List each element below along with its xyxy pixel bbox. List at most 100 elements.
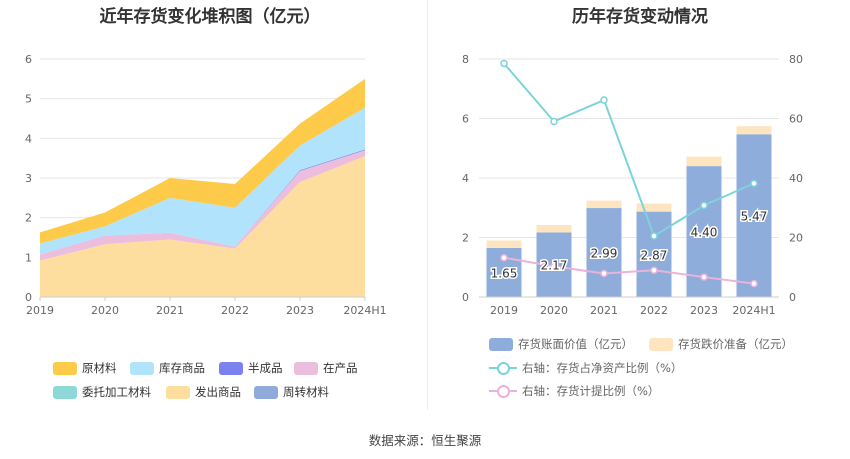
legend-label: 存货跌价准备（亿元） — [678, 337, 793, 351]
line-point — [650, 266, 658, 274]
y-tick-label: 4 — [25, 132, 32, 145]
legend-item-consigned-materials[interactable]: 委托加工材料 — [53, 384, 151, 400]
stacked-area-chart: 0 1 2 3 4 5 6 2019 2020 2021 2022 2023 2024H1 — [25, 53, 387, 317]
line-point — [500, 253, 508, 262]
legend-item-semi-finished[interactable]: 半成品 — [219, 360, 283, 376]
y2-tick-label: 60 — [789, 113, 803, 126]
x-tick-label: 2022 — [640, 304, 668, 317]
legend-item-work-in-progress[interactable]: 在产品 — [294, 360, 358, 376]
legend-swatch — [254, 385, 278, 399]
legend-label: 半成品 — [248, 361, 283, 375]
data-source-note: 数据来源：恒生聚源 — [368, 433, 482, 448]
legend-swatch — [166, 385, 190, 399]
area-发出商品 — [40, 156, 365, 297]
line-point — [600, 96, 608, 104]
bar-data-label: 2.87 — [641, 248, 668, 262]
bar-data-label: 5.47 — [741, 210, 768, 224]
line-net-asset-ratio — [503, 62, 755, 238]
legend-label: 存货账面价值（亿元） — [518, 337, 633, 351]
legend-label: 右轴：存货计提比例（%） — [522, 384, 660, 398]
bar-impairment — [686, 156, 722, 167]
legend-swatch — [53, 361, 77, 375]
x-tick-label: 2020 — [540, 304, 568, 317]
bar-data-label: 2.17 — [541, 259, 568, 273]
legend-item-goods-shipped[interactable]: 发出商品 — [166, 384, 241, 400]
legend-item-raw-materials[interactable]: 原材料 — [53, 360, 117, 376]
x-tick-label: 2019 — [490, 304, 518, 317]
bar-book-value — [636, 211, 672, 297]
legend-label: 在产品 — [323, 361, 358, 375]
legend-label: 周转材料 — [283, 385, 329, 399]
area-库存商品 — [40, 107, 365, 255]
legend-item-book-value[interactable]: 存货账面价值（亿元） — [489, 336, 633, 352]
bar-impairment — [536, 225, 572, 233]
line-point — [500, 59, 508, 68]
left-chart-title: 近年存货变化堆积图（亿元） — [99, 7, 321, 27]
legend-swatch — [489, 337, 513, 351]
x-tick-label: 2019 — [26, 304, 54, 317]
y-tick-label: 6 — [462, 113, 469, 126]
legend-item-turnover-materials[interactable]: 周转材料 — [254, 384, 329, 400]
bar-data-label: 2.99 — [591, 247, 618, 261]
legend-label: 发出商品 — [195, 385, 241, 399]
legend-line-symbol — [489, 361, 517, 375]
legend-label: 库存商品 — [159, 361, 205, 375]
line-point — [650, 232, 658, 240]
legend-item-finished-goods[interactable]: 库存商品 — [130, 360, 205, 376]
x-tick-label: 2021 — [156, 304, 184, 317]
y-tick-label: 2 — [25, 212, 32, 225]
y-tick-label: 2 — [462, 232, 469, 245]
y-tick-label: 0 — [462, 291, 469, 304]
legend-item-net-asset-ratio[interactable]: 右轴：存货占净资产比例（%） — [489, 360, 682, 376]
legend-swatch — [649, 337, 673, 351]
bar-impairment — [636, 203, 672, 212]
bar-impairment — [736, 126, 772, 135]
bar-impairment — [586, 200, 622, 209]
y-tick-label: 1 — [25, 251, 32, 264]
line-provision-ratio — [503, 256, 755, 285]
chart-divider — [427, 0, 428, 410]
legend-swatch — [130, 361, 154, 375]
y-tick-label: 6 — [25, 53, 32, 66]
bar-data-label: 4.40 — [691, 226, 718, 240]
legend-swatch — [294, 361, 318, 375]
y-tick-label: 4 — [462, 172, 469, 185]
line-point — [700, 201, 708, 210]
x-tick-label: 2020 — [91, 304, 119, 317]
right-chart-title: 历年存货变动情况 — [572, 7, 708, 27]
legend-label: 右轴：存货占净资产比例（%） — [522, 361, 683, 375]
bar-book-value — [586, 208, 622, 297]
x-tick-label: 2022 — [221, 304, 249, 317]
x-tick-label: 2023 — [690, 304, 718, 317]
legend-label: 委托加工材料 — [82, 385, 151, 399]
line-point — [750, 179, 758, 188]
legend-line-symbol — [489, 384, 517, 398]
x-tick-label: 2021 — [590, 304, 618, 317]
area-原材料 — [40, 78, 365, 244]
legend-label: 原材料 — [82, 361, 117, 375]
y2-tick-label: 40 — [789, 172, 803, 185]
y2-tick-label: 20 — [789, 232, 803, 245]
legend-item-provision-ratio[interactable]: 右轴：存货计提比例（%） — [489, 383, 659, 399]
y-tick-label: 8 — [462, 53, 469, 66]
y-tick-label: 3 — [25, 172, 32, 185]
y-tick-label: 5 — [25, 93, 32, 106]
x-tick-label: 2024H1 — [343, 304, 386, 317]
area-半成品 — [40, 149, 365, 255]
bar-data-label: 1.65 — [491, 266, 518, 280]
legend-item-impairment[interactable]: 存货跌价准备（亿元） — [649, 336, 793, 352]
y-tick-label: 0 — [25, 291, 32, 304]
area-在产品 — [40, 150, 365, 261]
line-point — [700, 273, 708, 281]
line-point — [600, 269, 608, 278]
y2-tick-label: 0 — [789, 291, 796, 304]
x-tick-label: 2023 — [286, 304, 314, 317]
x-tick-label: 2024H1 — [732, 304, 775, 317]
bar-book-value — [736, 134, 772, 297]
line-point — [750, 279, 758, 288]
line-point — [550, 262, 558, 271]
line-point — [550, 117, 558, 126]
bar-impairment — [486, 240, 522, 248]
legend-swatch — [53, 385, 77, 399]
